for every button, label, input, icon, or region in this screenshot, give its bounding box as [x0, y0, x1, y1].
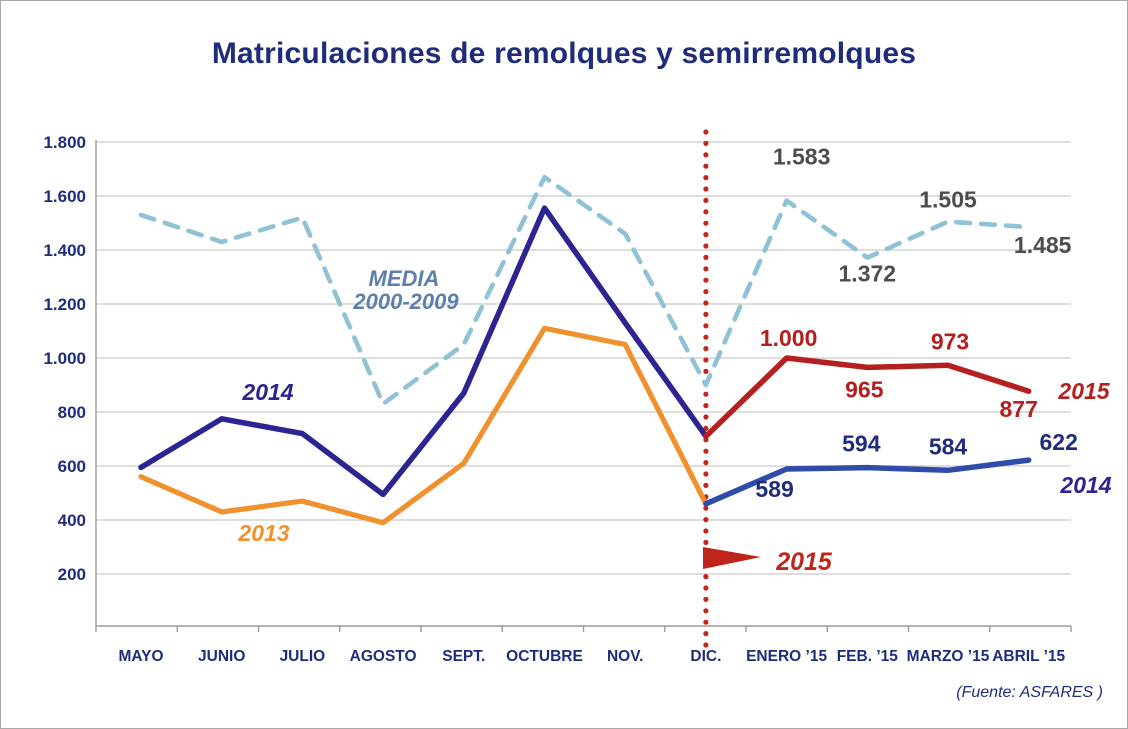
divider-dot [703, 243, 709, 249]
divider-dot [703, 175, 709, 181]
series-y2015 [703, 355, 1032, 440]
chart-title: Matriculaciones de remolques y semirremo… [211, 37, 917, 70]
y-tick-label: 1.800 [43, 133, 86, 152]
point-label: 1.372 [839, 261, 897, 287]
divider-dot [703, 209, 709, 215]
axes [95, 140, 1072, 632]
divider-dot [703, 482, 709, 488]
y-axis-labels: 1.800 1.600 1.400 1.200 1.000 800 600 400 200 [43, 133, 86, 584]
divider-dot [703, 608, 709, 614]
source-note: (Fuente: ASFARES ) [956, 684, 1103, 701]
point-label: 584 [929, 433, 968, 459]
divider-dot [703, 403, 709, 409]
divider-dot [703, 300, 709, 306]
divider-dot [703, 471, 709, 477]
point-label: 1.583 [773, 144, 831, 170]
point-label: 594 [842, 431, 881, 457]
annotation-y2013_left: 2013 [237, 520, 289, 546]
x-tick-label: ABRIL ’15 [992, 648, 1065, 665]
divider-dot [703, 163, 709, 169]
divider-dot [703, 528, 709, 534]
divider-dot [703, 357, 709, 363]
divider-dot [703, 368, 709, 374]
x-tick-label: JUNIO [198, 648, 245, 665]
x-tick-label: JULIO [280, 648, 326, 665]
x-tick-label: FEB. ’15 [837, 648, 899, 665]
divider-dot [703, 323, 709, 329]
divider-dot [703, 414, 709, 420]
y-tick-label: 1.000 [43, 349, 86, 368]
divider-dot [703, 129, 709, 135]
divider-dot [703, 619, 709, 625]
y-tick-label: 1.200 [43, 295, 86, 314]
annotation-y2014_left: 2014 [241, 379, 293, 405]
x-tick-label: AGOSTO [350, 648, 417, 665]
point-labels: 1.583 1.372 1.505 1.485 1.000 965 973 877 589 594… [755, 144, 1077, 502]
x-tick-label: OCTUBRE [506, 648, 583, 665]
divider-dot [703, 539, 709, 546]
annotation-media_line2: 2000-2009 [352, 289, 459, 314]
x-tick-label: NOV. [607, 648, 643, 665]
divider-dot [703, 289, 709, 295]
divider-dot [703, 277, 709, 283]
divider-dot [703, 517, 709, 523]
y-tick-label: 200 [58, 565, 86, 584]
point-label: 589 [755, 476, 793, 502]
divider-dot [703, 460, 709, 466]
y-tick-label: 800 [58, 403, 86, 422]
divider-dot [703, 505, 709, 511]
series-y2013 [138, 325, 709, 526]
divider-dot [703, 140, 709, 146]
divider-dot [703, 585, 709, 591]
series-y2014 [138, 205, 709, 498]
point-label: 973 [931, 328, 969, 354]
x-tick-label: MAYO [118, 648, 163, 665]
divider-dotted-line [703, 129, 709, 648]
divider-dot [703, 186, 709, 192]
divider-dot [703, 574, 709, 580]
series-y2014b [703, 457, 1032, 507]
divider-dot [703, 152, 709, 158]
y-tick-label: 400 [58, 511, 86, 530]
y-tick-label: 1.400 [43, 241, 86, 260]
divider-dot [703, 596, 709, 603]
y-tick-label: 1.600 [43, 187, 86, 206]
divider-dot [703, 631, 709, 637]
divider-dot [703, 642, 709, 648]
point-label: 1.505 [919, 187, 977, 213]
divider-dot [703, 334, 709, 340]
divider-dot [703, 197, 709, 203]
point-label: 965 [845, 376, 884, 402]
x-tick-label: DIC. [690, 648, 721, 665]
x-tick-label: SEPT. [442, 648, 485, 665]
annotation-y2014_right: 2014 [1059, 472, 1111, 498]
divider-dot [703, 425, 709, 431]
arrow-2015-icon [703, 547, 761, 569]
divider-dot [703, 346, 709, 352]
divider-dot [703, 220, 709, 226]
annotation-media_line1: MEDIA [369, 266, 440, 291]
divider-dot [703, 266, 709, 272]
gridlines [96, 141, 1071, 575]
divider-dot [703, 448, 709, 454]
divider-dot [703, 311, 709, 317]
series-media [138, 174, 1031, 407]
point-label: 1.000 [760, 325, 818, 351]
x-tick-label: ENERO ’15 [746, 648, 827, 665]
point-label: 622 [1040, 429, 1078, 455]
point-label: 877 [1000, 396, 1038, 422]
y-tick-label: 600 [58, 457, 86, 476]
annotation-y2015_arrow: 2015 [775, 548, 833, 576]
divider-dot [703, 232, 709, 238]
divider-dot [703, 391, 709, 397]
divider-dot [703, 254, 709, 260]
x-tick-label: MARZO ’15 [907, 648, 990, 665]
annotation-y2015_right: 2015 [1057, 378, 1110, 404]
x-axis-labels: MAYO JUNIO JULIO AGOSTO SEPT. OCTUBRE NOV. DIC.… [118, 648, 1065, 665]
point-label: 1.485 [1014, 232, 1072, 258]
